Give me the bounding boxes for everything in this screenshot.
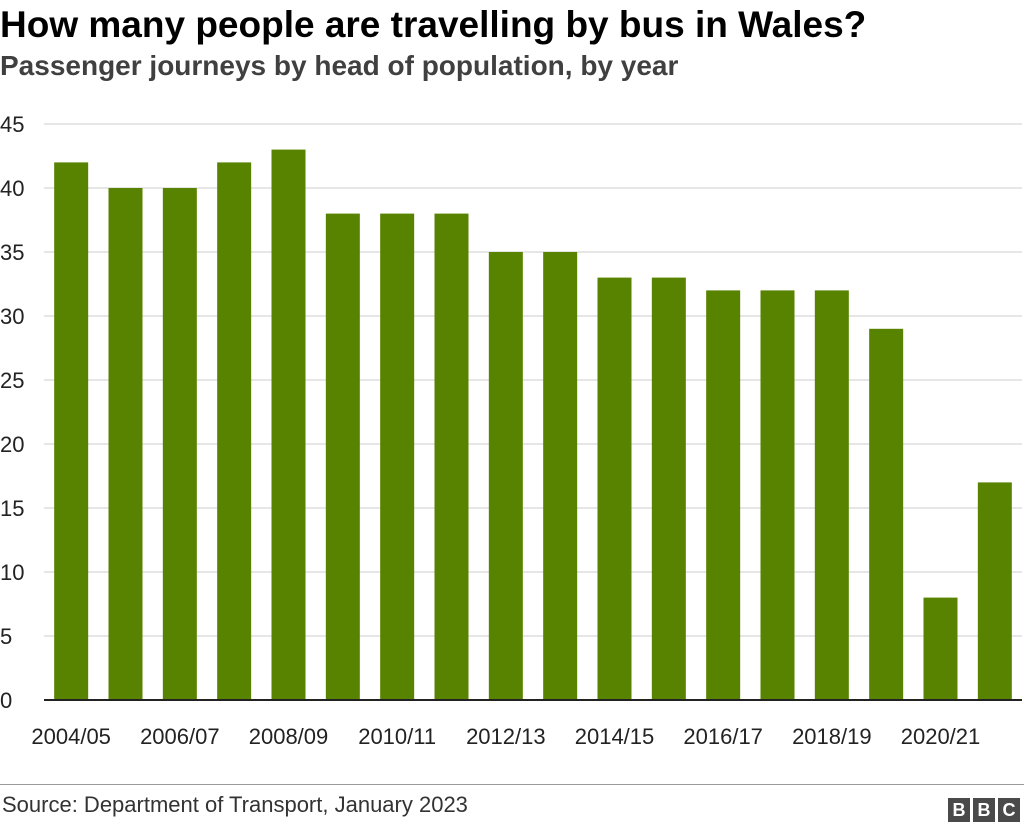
bar [923, 597, 958, 700]
y-tick-label: 30 [0, 304, 24, 329]
bar [380, 213, 415, 700]
chart-title: How many people are travelling by bus in… [0, 4, 867, 45]
y-tick-label: 25 [0, 368, 24, 393]
x-tick-label: 2010/11 [358, 724, 436, 749]
bar [760, 290, 795, 700]
bars [54, 149, 1012, 701]
x-tick-label: 2020/21 [901, 724, 981, 749]
bar [162, 188, 197, 700]
x-tick-label: 2004/05 [31, 724, 111, 749]
x-tick-label: 2014/15 [575, 724, 655, 749]
bbc-logo: B B C [948, 798, 1020, 822]
x-tick-label: 2012/13 [466, 724, 546, 749]
bar [543, 252, 578, 700]
y-tick-label: 15 [0, 496, 24, 521]
x-tick-label: 2006/07 [140, 724, 220, 749]
source-note: Source: Department of Transport, January… [2, 792, 468, 817]
bar [217, 162, 252, 700]
y-tick-label: 35 [0, 240, 24, 265]
bar [325, 213, 360, 700]
bar-chart: 0 5 10 15 20 25 30 35 40 45 2004/05 2006/07 2008/09… [0, 112, 1022, 749]
x-tick-label: 2016/17 [683, 724, 763, 749]
bar [434, 213, 469, 700]
bar [271, 149, 306, 701]
x-axis-tick-labels: 2004/05 2006/07 2008/09 2010/11 2012/13 2014/… [31, 724, 980, 749]
chart-subtitle: Passenger journeys by head of population… [0, 50, 679, 81]
bar [597, 277, 632, 700]
y-tick-label: 40 [0, 176, 24, 201]
bar [706, 290, 741, 700]
bbc-logo-letter: B [948, 798, 970, 822]
bbc-logo-letter: B [973, 798, 995, 822]
x-tick-label: 2018/19 [792, 724, 872, 749]
bar [108, 188, 143, 700]
y-tick-label: 10 [0, 560, 24, 585]
y-tick-label: 0 [0, 688, 12, 713]
y-tick-label: 45 [0, 112, 24, 137]
bar [977, 482, 1012, 700]
bar [488, 252, 523, 700]
bbc-logo-letter: C [998, 798, 1020, 822]
x-tick-label: 2008/09 [249, 724, 329, 749]
y-tick-label: 20 [0, 432, 24, 457]
y-axis-tick-labels: 0 5 10 15 20 25 30 35 40 45 [0, 112, 24, 713]
bar [651, 277, 686, 700]
bar [869, 328, 904, 700]
gridlines [44, 123, 1022, 637]
y-tick-label: 5 [0, 624, 12, 649]
bar [54, 162, 89, 700]
bar [814, 290, 849, 700]
footer-divider [0, 784, 1024, 785]
